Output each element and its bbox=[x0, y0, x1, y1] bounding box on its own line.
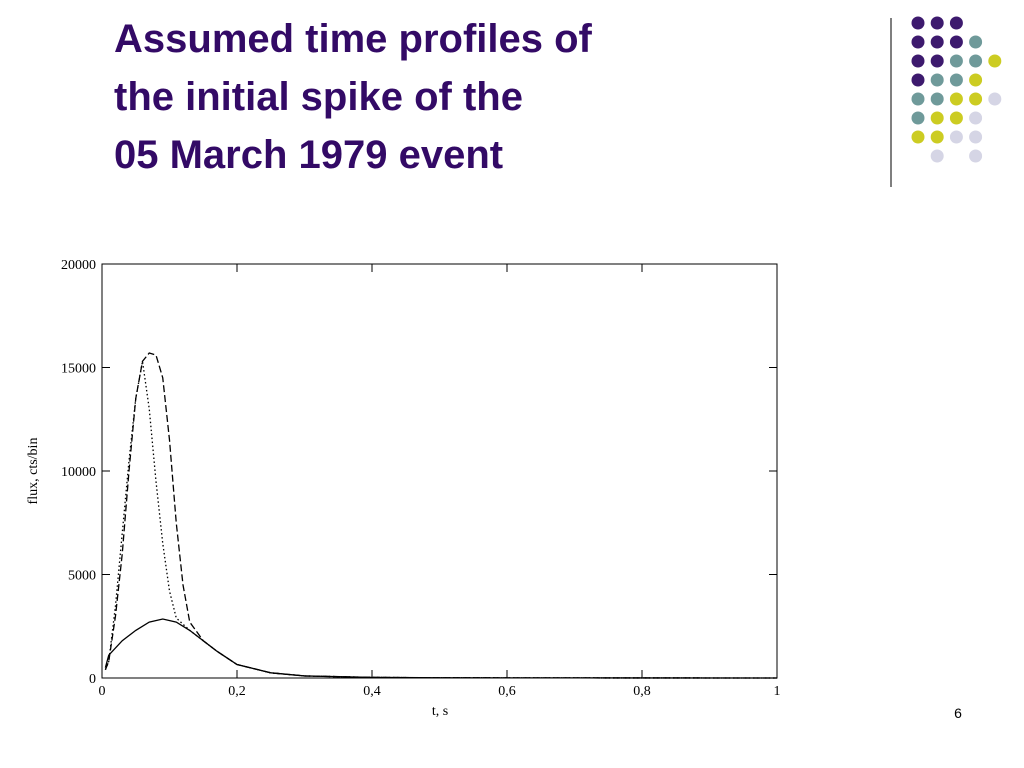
y-tick-label: 15000 bbox=[61, 362, 96, 377]
dot bbox=[949, 54, 963, 68]
dot bbox=[930, 111, 944, 125]
y-tick-label: 20000 bbox=[61, 258, 96, 273]
plot-frame bbox=[101, 263, 778, 679]
dot bbox=[911, 130, 925, 144]
x-tick-label: 0 bbox=[99, 684, 106, 699]
y-tick-label: 10000 bbox=[61, 465, 96, 480]
dot bbox=[949, 130, 963, 144]
dot bbox=[911, 35, 925, 49]
title-line: Assumed time profiles of bbox=[114, 17, 593, 61]
dot bbox=[930, 149, 944, 163]
dot bbox=[949, 92, 963, 106]
x-tick-label: 0,2 bbox=[228, 684, 246, 699]
dot bbox=[969, 54, 983, 68]
y-tick-label: 0 bbox=[89, 672, 96, 687]
decoration bbox=[911, 16, 1002, 163]
dot bbox=[911, 111, 925, 125]
dot bbox=[930, 35, 944, 49]
title-line: 05 March 1979 event bbox=[114, 133, 503, 177]
line-series bbox=[104, 352, 778, 679]
dot bbox=[930, 16, 944, 30]
x-tick-label: 0,6 bbox=[498, 684, 516, 699]
dot bbox=[949, 111, 963, 125]
x-tick-label: 0,4 bbox=[363, 684, 381, 699]
y-axis-label: flux, cts/bin bbox=[26, 438, 41, 505]
dot bbox=[969, 149, 983, 163]
dot bbox=[969, 35, 983, 49]
x-tick-label: 1 bbox=[774, 684, 781, 699]
dot bbox=[988, 54, 1002, 68]
dot bbox=[988, 92, 1002, 106]
y-tick-label: 5000 bbox=[68, 569, 96, 584]
dot bbox=[949, 16, 963, 30]
dot bbox=[930, 54, 944, 68]
page-number: 6 bbox=[954, 705, 962, 721]
dot bbox=[969, 111, 983, 125]
dot bbox=[949, 35, 963, 49]
dot bbox=[949, 73, 963, 87]
x-axis-label: t, s bbox=[432, 704, 448, 719]
x-tick-label: 0,8 bbox=[633, 684, 651, 699]
line-series bbox=[104, 361, 778, 679]
dot bbox=[930, 92, 944, 106]
dot bbox=[911, 54, 925, 68]
dot bbox=[969, 130, 983, 144]
dot bbox=[911, 16, 925, 30]
dot bbox=[969, 92, 983, 106]
line-series bbox=[104, 618, 778, 679]
dot bbox=[930, 130, 944, 144]
dot bbox=[911, 73, 925, 87]
dot bbox=[930, 73, 944, 87]
dot bbox=[911, 92, 925, 106]
title-line: the initial spike of the bbox=[114, 75, 523, 119]
dot bbox=[969, 73, 983, 87]
